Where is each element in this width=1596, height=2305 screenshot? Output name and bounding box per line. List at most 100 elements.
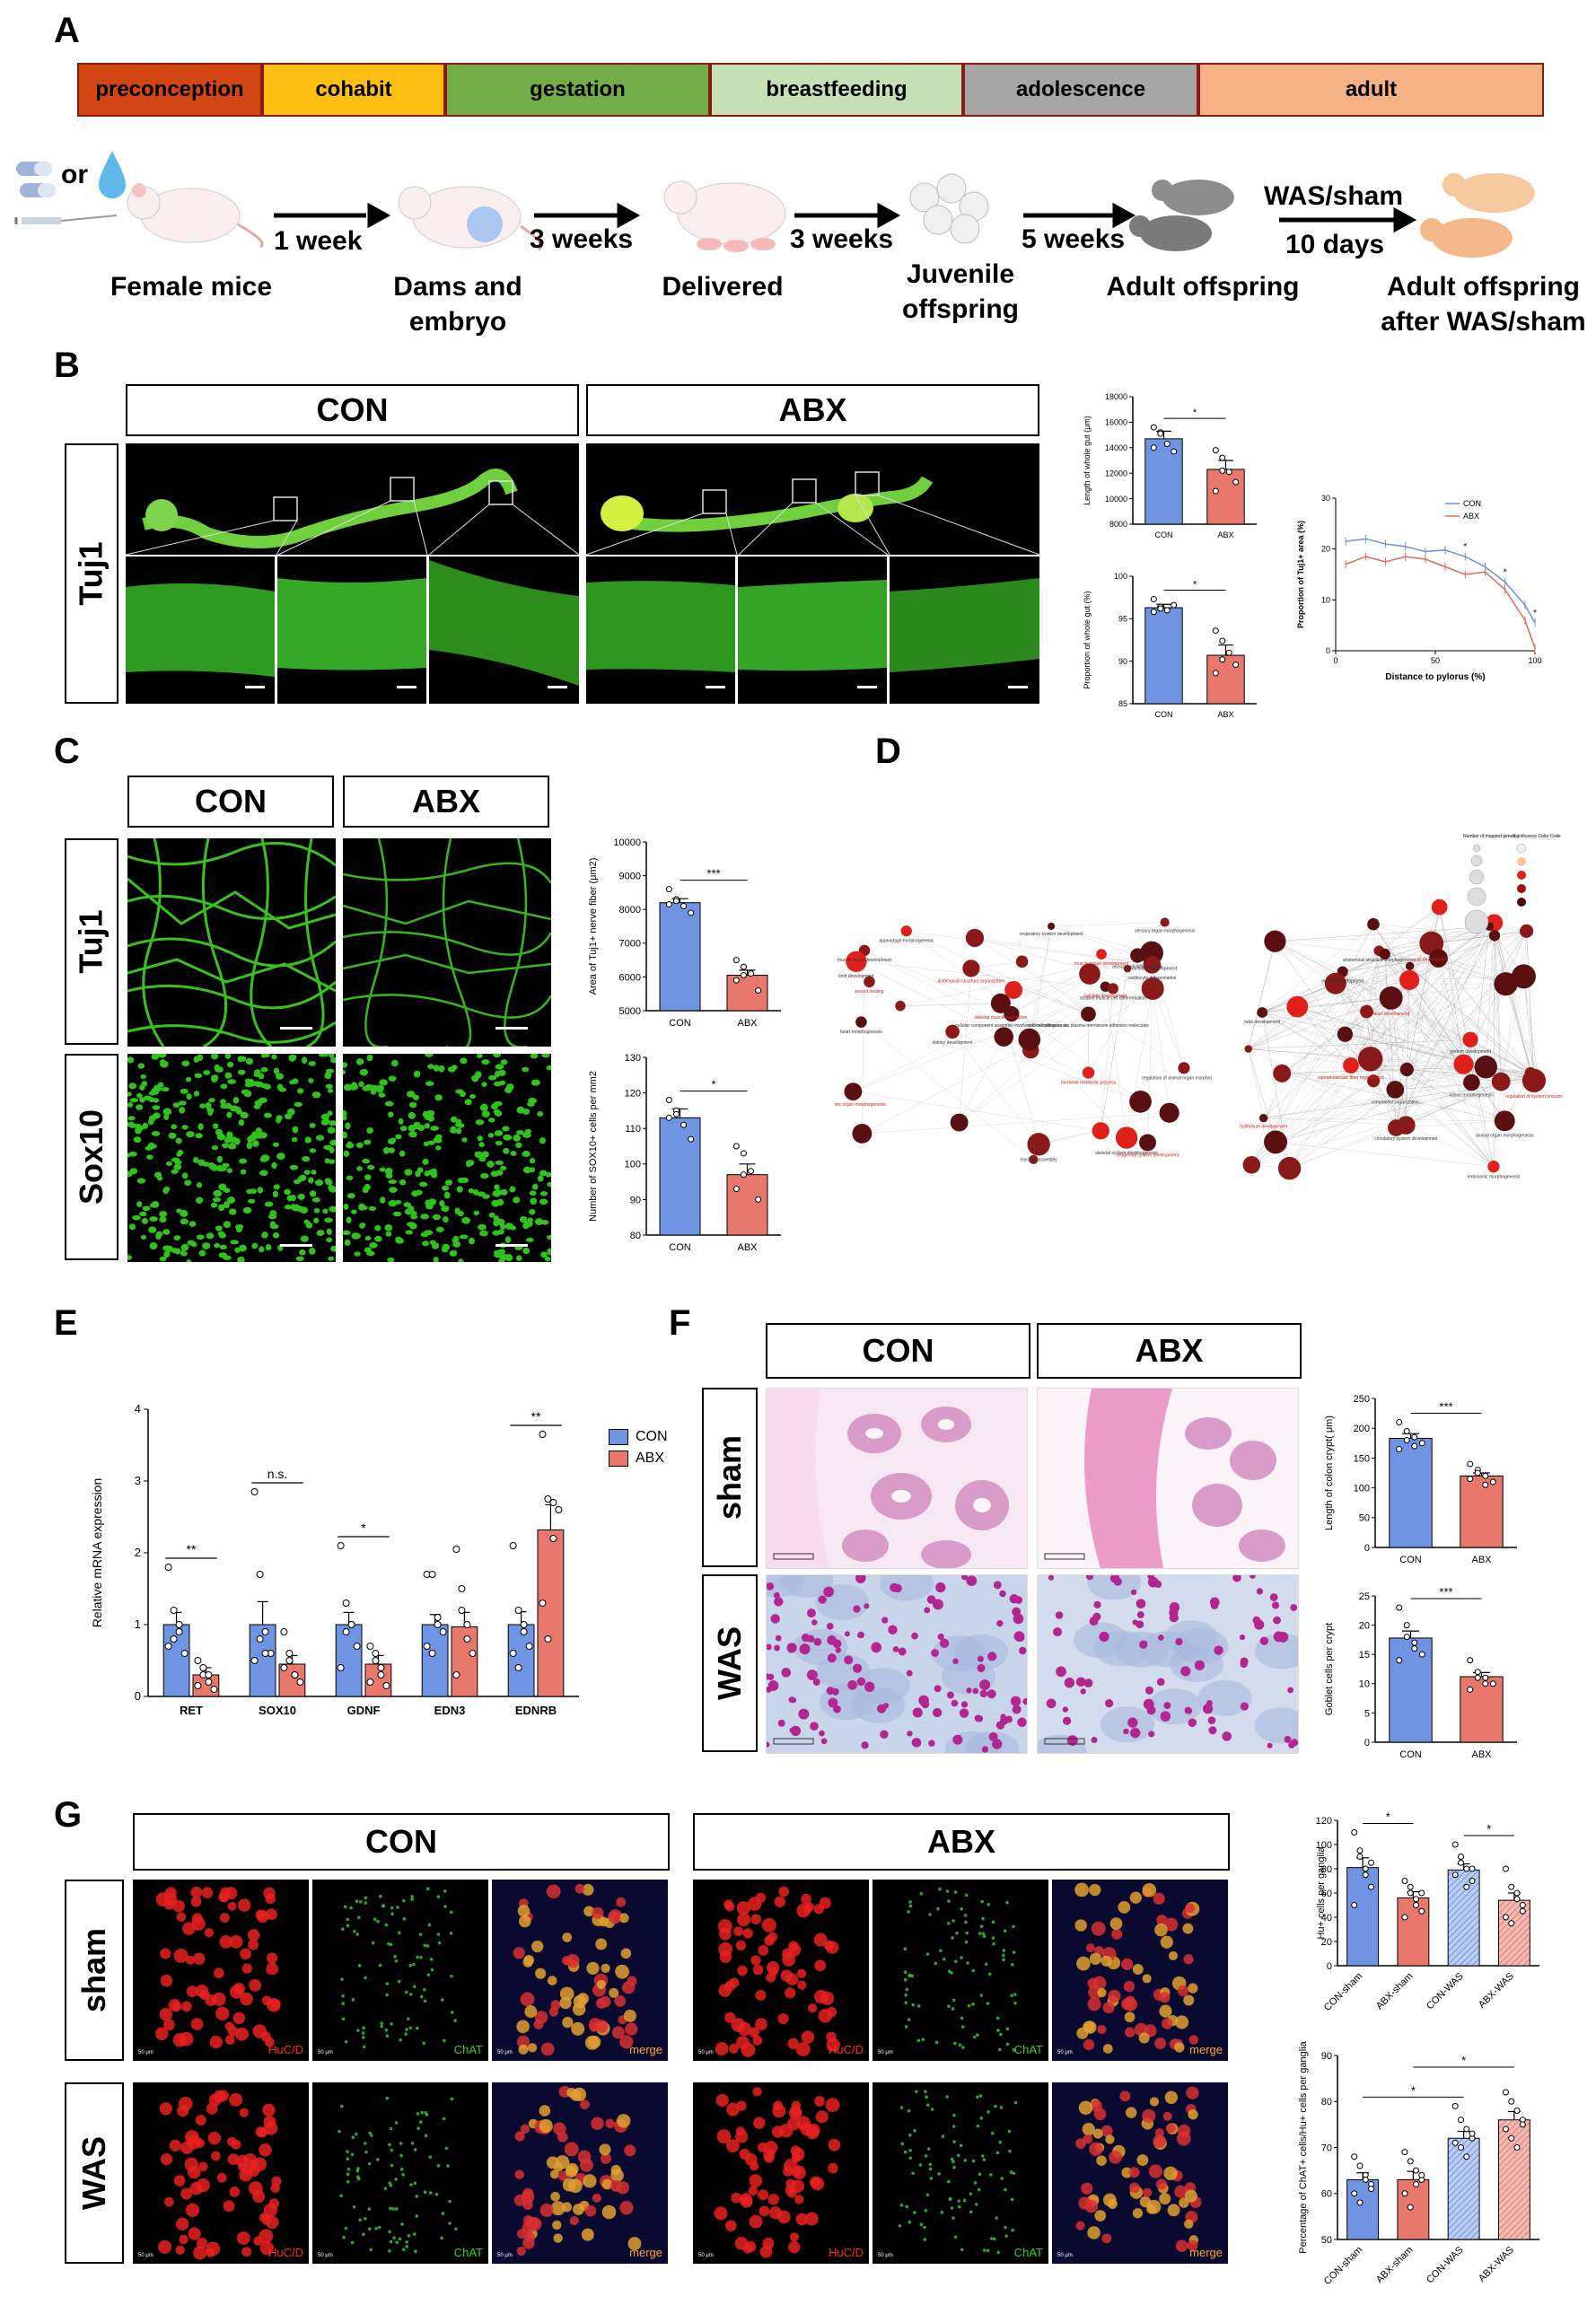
network-edge <box>1147 988 1153 1143</box>
neuron <box>340 1977 344 1981</box>
sox10-cell <box>504 1236 512 1244</box>
neuron <box>175 2245 185 2256</box>
neuron <box>400 2222 404 2226</box>
sox10-cell <box>179 1107 186 1114</box>
neuron <box>374 2227 378 2231</box>
neuron <box>818 2009 833 2023</box>
sig-label: n.s. <box>267 1467 288 1481</box>
neuron <box>1101 1955 1112 1967</box>
data-point <box>1163 441 1171 448</box>
network-term-label: circulatory system development <box>1374 1136 1438 1142</box>
neuron <box>173 2175 186 2187</box>
network-edge <box>862 1013 1089 1135</box>
data-point <box>285 1650 294 1657</box>
sox10-cell <box>286 1108 295 1116</box>
neuron <box>787 2038 799 2050</box>
scale-label: 50 μm <box>878 2253 893 2258</box>
network-edge <box>1342 971 1495 1167</box>
goblet-cell <box>788 1696 795 1704</box>
neuron <box>736 1901 750 1915</box>
data-point <box>1469 1878 1476 1884</box>
neuron <box>392 2236 396 2239</box>
row-label-tuj1-b: Tuj1 <box>65 443 118 704</box>
sox10-cell <box>180 1251 188 1257</box>
network-node <box>1388 1119 1405 1136</box>
sox10-cell <box>226 1196 236 1204</box>
neuron <box>937 2171 941 2176</box>
sox10-cell <box>447 1066 456 1073</box>
neuron <box>801 2030 815 2044</box>
neuron <box>815 2110 829 2124</box>
sox10-cell <box>272 1190 278 1198</box>
data-point <box>1413 2167 1420 2174</box>
network-term-label: appendage morphogenesis <box>879 938 934 943</box>
goblet-cell <box>1254 1619 1265 1630</box>
data-point <box>748 970 755 977</box>
neuron <box>408 2026 413 2030</box>
sox10-cell <box>163 1114 170 1120</box>
sox10-cell <box>355 1058 364 1065</box>
data-point <box>1502 2089 1509 2096</box>
sox10-cell <box>227 1061 234 1068</box>
y-tick-label: 4 <box>135 1402 141 1415</box>
scale-label: 50 μm <box>698 2253 714 2258</box>
neuron <box>371 1941 375 1945</box>
sox10-cell <box>403 1202 411 1207</box>
neuron <box>410 1897 415 1901</box>
network-edge <box>1051 925 1138 956</box>
sox10-cell <box>399 1126 408 1132</box>
neuron <box>755 1989 767 2001</box>
sox10-cell <box>216 1155 223 1163</box>
sox10-cell <box>318 1054 326 1057</box>
sox10-cell <box>398 1117 404 1125</box>
sox10-cell <box>215 1225 223 1231</box>
neuron <box>446 2164 450 2168</box>
goblet-cell <box>775 1635 782 1642</box>
neuron <box>346 1924 350 1928</box>
network-node <box>1360 1004 1373 1019</box>
neuron <box>430 1968 434 1972</box>
sox10-cell <box>488 1117 495 1123</box>
gut-image-con <box>126 443 579 704</box>
neuron <box>1000 2177 1004 2180</box>
network-edge <box>1282 1073 1374 1082</box>
network-edge <box>1289 1127 1397 1169</box>
network-edge <box>1289 926 1490 1169</box>
goblet-cell <box>924 1607 931 1614</box>
ganglia-image: 50 μm ChAT <box>873 2082 1048 2264</box>
network-edge <box>1153 988 1185 1068</box>
neuron <box>716 2129 732 2144</box>
neuron <box>383 2187 388 2190</box>
sox10-cell <box>303 1170 311 1175</box>
data-point <box>261 1650 269 1657</box>
neuron <box>616 2114 631 2128</box>
network-term-label: regulation of system process <box>1505 1094 1562 1100</box>
neuron <box>1124 2011 1136 2023</box>
sox10-cell <box>136 1201 143 1208</box>
neuron <box>380 2021 384 2026</box>
sox10-cell <box>299 1249 306 1256</box>
neuron <box>364 2150 368 2154</box>
goblet-cell <box>960 1575 968 1581</box>
neuron <box>416 1955 419 1959</box>
data-point <box>1489 1478 1496 1486</box>
data-point <box>520 1628 528 1635</box>
neuron <box>750 1955 761 1966</box>
ganglia-image: 50 μm ChAT <box>873 1880 1048 2061</box>
data-point <box>1356 1847 1364 1854</box>
neuron <box>235 2027 250 2041</box>
sox10-cell <box>439 1200 445 1207</box>
sox10-cell <box>214 1242 220 1249</box>
sox10-cell <box>495 1161 504 1166</box>
neuron <box>724 2220 737 2232</box>
sox10-cell <box>206 1232 215 1240</box>
neuron <box>755 1892 767 1903</box>
sox10-cell <box>410 1214 418 1220</box>
data-point <box>1150 596 1157 603</box>
channel-label: merge <box>1189 2246 1223 2259</box>
goblet-cell <box>890 1582 899 1592</box>
bar <box>1460 1475 1504 1548</box>
neuron <box>453 2019 457 2022</box>
he-sham-con <box>766 1388 1028 1569</box>
sox10-cell <box>547 1234 551 1240</box>
